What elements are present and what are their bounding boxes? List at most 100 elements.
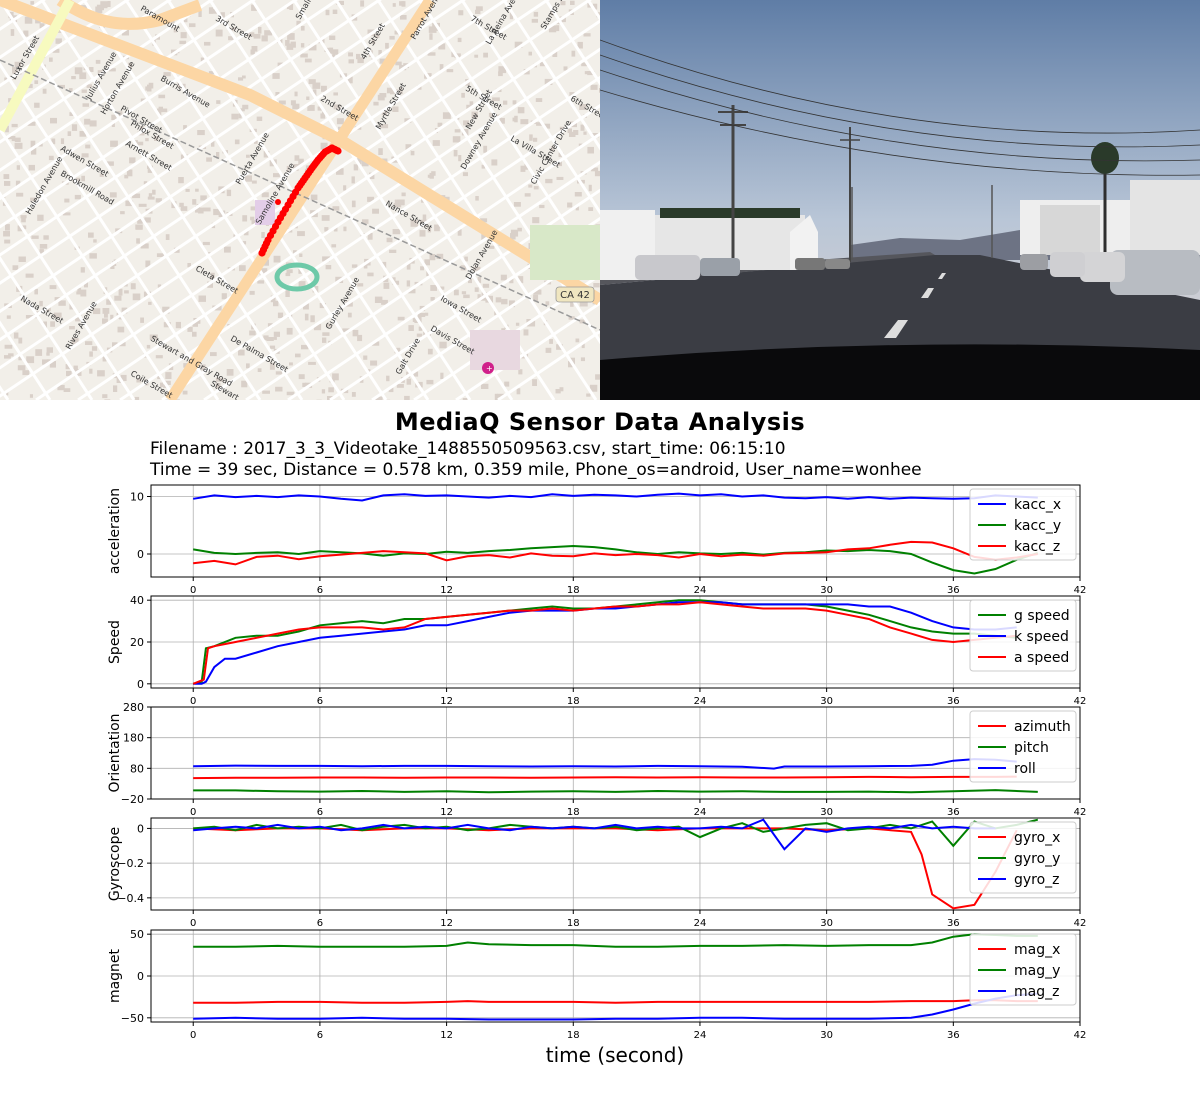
x-tick-label: 42 <box>1074 1030 1087 1041</box>
series-line-mag_x <box>193 999 1038 1004</box>
legend-label: gyro_x <box>1014 830 1060 846</box>
legend: gyro_x gyro_y gyro_z <box>969 821 1077 894</box>
y-tick-label: 10 <box>130 491 144 504</box>
legend-label: mag_y <box>1014 963 1060 979</box>
legend-label: k speed <box>1014 629 1069 645</box>
x-tick-label: 0 <box>190 585 196 596</box>
x-tick-label: 42 <box>1074 918 1087 929</box>
series-line-a-speed <box>192 601 1017 685</box>
x-tick-label: 36 <box>947 585 960 596</box>
y-axis-label: Gyroscope <box>107 827 123 901</box>
y-tick-label: −0.4 <box>117 892 144 905</box>
y-axis-label: Speed <box>107 620 123 664</box>
series-line-gyro_x <box>193 827 1018 910</box>
x-tick-label: 12 <box>440 585 453 596</box>
series-line-kacc_z <box>193 540 1038 566</box>
y-axis-label: Orientation <box>107 713 123 792</box>
x-tick-label: 36 <box>947 918 960 929</box>
x-tick-label: 6 <box>317 696 323 707</box>
subtitle-summary: Time = 39 sec, Distance = 0.578 km, 0.35… <box>150 460 922 480</box>
legend-label: roll <box>1014 761 1036 777</box>
y-tick-label: 80 <box>130 762 144 775</box>
y-tick-label: 0 <box>137 548 144 561</box>
x-tick-label: 18 <box>567 696 580 707</box>
series-line-g-speed <box>192 599 1017 685</box>
x-tick-label: 42 <box>1074 696 1087 707</box>
x-tick-label: 0 <box>190 696 196 707</box>
legend-label: kacc_z <box>1014 539 1060 555</box>
chart-panel-speed: 0 6 12 18 24 30 36 42 0 20 40 Speed g speed k speed a … <box>107 594 1086 707</box>
x-tick-label: 24 <box>694 585 707 596</box>
x-tick-label: 12 <box>440 696 453 707</box>
y-tick-label: 180 <box>123 732 144 745</box>
plot-frame <box>150 484 1081 578</box>
series-line-pitch <box>193 789 1038 794</box>
legend-label: kacc_x <box>1014 497 1061 513</box>
x-tick-label: 18 <box>567 585 580 596</box>
x-tick-label: 12 <box>440 918 453 929</box>
series-line-kacc_x <box>193 492 1038 502</box>
x-tick-label: 24 <box>694 807 707 818</box>
gps-track <box>258 144 342 257</box>
y-tick-label: 0 <box>137 970 144 983</box>
legend-label: gyro_y <box>1014 851 1060 867</box>
x-tick-label: 24 <box>694 1030 707 1041</box>
x-tick-label: 18 <box>567 1030 580 1041</box>
x-tick-label: 6 <box>317 1030 323 1041</box>
x-tick-label: 30 <box>820 585 833 596</box>
plot-frame <box>150 706 1081 800</box>
stadium-track <box>274 262 320 292</box>
legend-label: pitch <box>1014 740 1049 756</box>
x-tick-label: 30 <box>820 918 833 929</box>
route-shield: CA 42 <box>555 286 595 303</box>
x-tick-label: 0 <box>190 807 196 818</box>
gps-point <box>275 199 281 205</box>
video-frame <box>600 0 1200 400</box>
x-tick-label: 12 <box>440 1030 453 1041</box>
y-tick-label: −50 <box>121 1012 144 1025</box>
x-tick-label: 18 <box>567 807 580 818</box>
hospital-icon <box>482 362 494 374</box>
series-line-azimuth <box>193 775 1017 780</box>
legend: mag_x mag_y mag_z <box>969 933 1077 1006</box>
x-tick-label: 36 <box>947 1030 960 1041</box>
x-tick-label: 30 <box>820 1030 833 1041</box>
x-axis-label: time (second) <box>545 1043 685 1067</box>
plot-frame <box>150 817 1081 911</box>
svg-text:CA 42: CA 42 <box>560 290 590 301</box>
y-tick-label: −20 <box>121 793 144 806</box>
legend-label: mag_z <box>1014 984 1059 1000</box>
legend-label: mag_x <box>1014 942 1060 958</box>
x-tick-label: 6 <box>317 918 323 929</box>
x-tick-label: 0 <box>190 1030 196 1041</box>
x-tick-label: 18 <box>567 918 580 929</box>
x-tick-label: 30 <box>820 696 833 707</box>
legend-label: kacc_y <box>1014 518 1061 534</box>
legend-label: a speed <box>1014 650 1069 666</box>
x-tick-label: 36 <box>947 807 960 818</box>
chart-title: MediaQ Sensor Data Analysis <box>394 408 806 436</box>
x-tick-label: 6 <box>317 585 323 596</box>
map-panel: + Burris Avenue Pivot Street Phlox Street A… <box>0 0 600 400</box>
y-tick-label: 0 <box>137 678 144 691</box>
x-tick-label: 24 <box>694 918 707 929</box>
y-tick-label: 50 <box>130 928 144 941</box>
y-tick-label: 20 <box>130 636 144 649</box>
legend: azimuth pitch roll <box>969 710 1077 783</box>
x-tick-label: 6 <box>317 807 323 818</box>
series-line-k-speed <box>193 601 1017 685</box>
series-line-mag_z <box>193 992 1038 1021</box>
x-tick-label: 42 <box>1074 807 1087 818</box>
chart-panel-gyroscope: 0 6 12 18 24 30 36 42 −0.4 −0.2 0 Gyroscope gyro_xgy… <box>107 817 1087 929</box>
x-tick-label: 36 <box>947 696 960 707</box>
x-tick-label: 12 <box>440 807 453 818</box>
x-tick-label: 24 <box>694 696 707 707</box>
legend: g speed k speed a speed <box>969 599 1077 672</box>
gps-point <box>334 147 342 155</box>
y-tick-label: 0 <box>137 822 144 835</box>
series-line-roll <box>193 758 1017 770</box>
svg-text:+: + <box>486 364 493 373</box>
